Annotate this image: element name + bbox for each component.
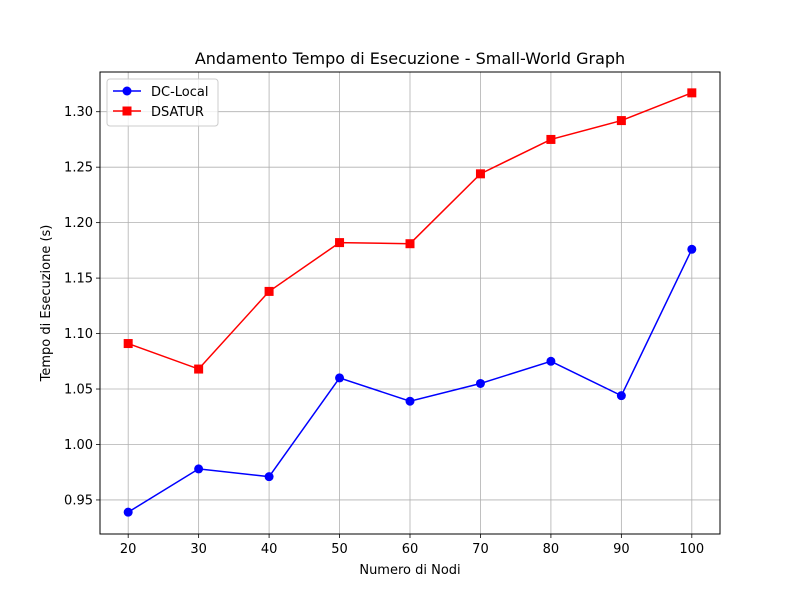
data-point-dsatur [264,286,274,296]
data-point-dc-local [405,396,415,406]
y-tick-label: 0.95 [64,493,93,508]
ticks: 20 30 40 50 60 70 80 90 100 0.95 1.00 1.05 1.10 1.15 1… [64,105,704,557]
grid [100,72,720,534]
x-tick-label: 80 [543,542,560,557]
data-point-dsatur [194,364,204,374]
x-axis-label: Numero di Nodi [359,563,460,578]
x-tick-label: 100 [679,542,704,557]
x-tick-label: 60 [402,542,419,557]
y-tick-label: 1.20 [64,216,93,231]
x-tick-label: 90 [613,542,630,557]
data-point-dc-local [264,472,274,482]
x-tick-label: 70 [472,542,489,557]
data-point-dc-local [687,244,697,254]
legend-marker-dc-local [122,86,132,96]
data-point-dsatur [687,88,697,98]
x-tick-label: 30 [190,542,207,557]
series-layer [123,88,697,517]
series-dc-local [123,244,697,517]
data-point-dsatur [546,134,556,144]
x-tick-label: 20 [120,542,137,557]
y-tick-label: 1.30 [64,105,93,120]
data-point-dc-local [616,391,626,401]
data-point-dsatur [335,238,345,248]
x-tick-label: 50 [331,542,348,557]
data-point-dsatur [123,339,133,349]
y-tick-label: 1.05 [64,383,93,398]
legend-label-dsatur: DSATUR [151,105,204,120]
y-tick-label: 1.15 [64,272,93,287]
legend-marker-dsatur [122,106,132,116]
data-point-dsatur [405,239,415,249]
series-dsatur [123,88,697,374]
y-tick-label: 1.10 [64,327,93,342]
data-point-dc-local [546,356,556,366]
data-point-dc-local [475,378,485,388]
y-tick-label: 1.25 [64,161,93,176]
x-tick-label: 40 [261,542,278,557]
legend-label-dc-local: DC-Local [151,85,208,100]
data-point-dsatur [616,116,626,126]
data-point-dc-local [123,507,133,517]
y-axis-label: Tempo di Esecuzione (s) [39,225,54,383]
legend: DC-Local DSATUR [106,78,219,127]
data-point-dsatur [475,169,485,179]
data-point-dc-local [194,464,204,474]
data-point-dc-local [335,373,345,383]
y-tick-label: 1.00 [64,438,93,453]
chart-title: Andamento Tempo di Esecuzione - Small-Wo… [195,49,625,68]
